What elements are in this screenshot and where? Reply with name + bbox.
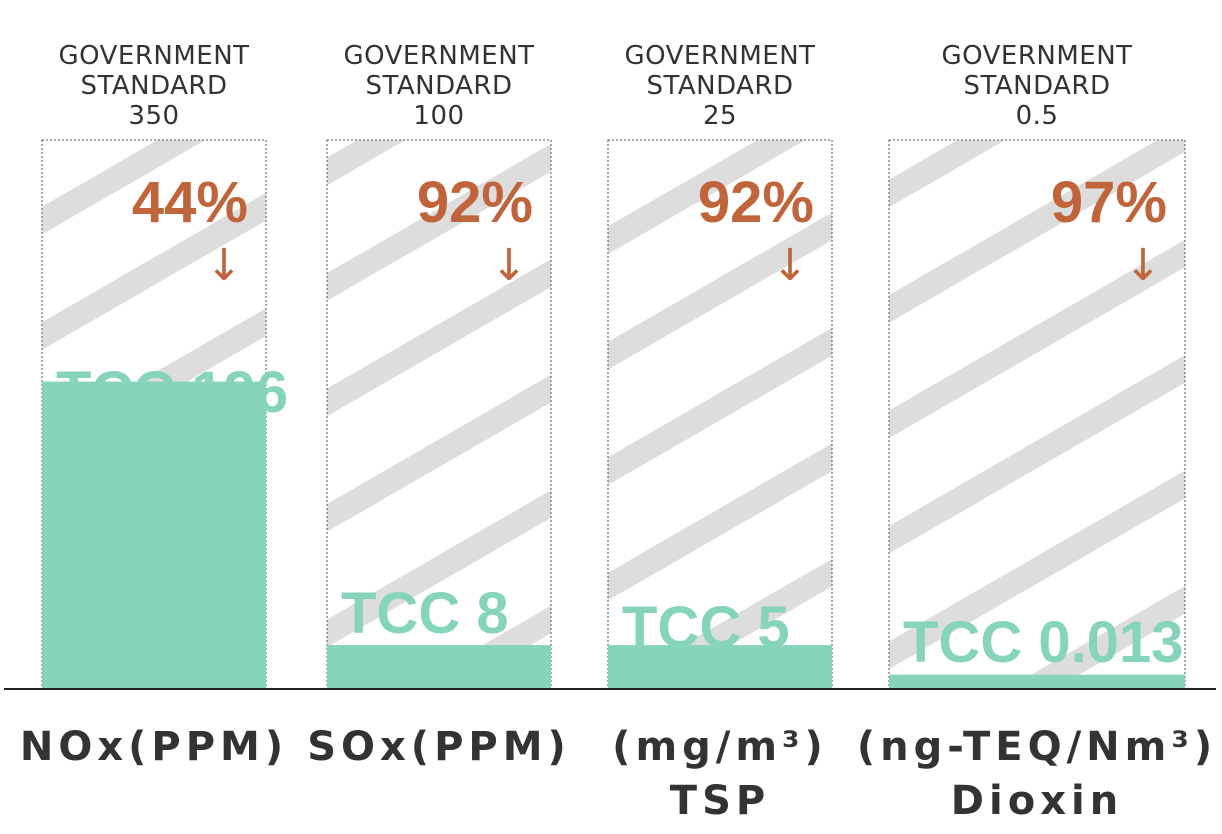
tcc-bar	[889, 674, 1185, 689]
down-arrow-icon: ↓	[772, 240, 809, 291]
down-arrow-icon: ↓	[206, 240, 243, 291]
reduction-label: 97%	[1051, 170, 1167, 235]
category-label-line: (ng-TEQ/Nm³)	[857, 724, 1217, 770]
tcc-bar	[42, 381, 266, 689]
reduction-label: 92%	[417, 170, 533, 235]
tcc-bar	[608, 645, 832, 689]
category-label-line: TSP	[670, 778, 770, 824]
standard-label-line: 25	[703, 101, 737, 131]
tcc-label: TCC 5	[622, 595, 790, 660]
category-label-line: (mg/m³)	[612, 724, 828, 770]
tcc-bar	[327, 645, 551, 689]
standard-label-line: 350	[128, 101, 179, 131]
standard-label-line: STANDARD	[80, 71, 227, 101]
tcc-label: TCC 8	[341, 581, 509, 646]
standard-label-line: GOVERNMENT	[941, 41, 1132, 71]
standard-label-line: 100	[413, 101, 464, 131]
down-arrow-icon: ↓	[1125, 240, 1162, 291]
standard-label-line: GOVERNMENT	[624, 41, 815, 71]
category-label-line: SOx(PPM)	[307, 724, 571, 770]
category-label-line: NOx(PPM)	[20, 724, 288, 770]
standard-label-line: 0.5	[1016, 101, 1059, 131]
standard-label-line: STANDARD	[646, 71, 793, 101]
reduction-label: 92%	[698, 170, 814, 235]
standard-label-line: STANDARD	[963, 71, 1110, 101]
standard-label-line: GOVERNMENT	[58, 41, 249, 71]
standard-box	[888, 139, 1186, 690]
standard-box	[607, 139, 833, 690]
tcc-label: TCC 196	[56, 360, 288, 425]
reduction-label: 44%	[132, 170, 248, 235]
standard-box	[326, 139, 552, 690]
tcc-label: TCC 0.013	[903, 610, 1183, 675]
standard-label-line: STANDARD	[365, 71, 512, 101]
standard-label-line: GOVERNMENT	[343, 41, 534, 71]
category-label-line: Dioxin	[951, 778, 1123, 824]
down-arrow-icon: ↓	[491, 240, 528, 291]
